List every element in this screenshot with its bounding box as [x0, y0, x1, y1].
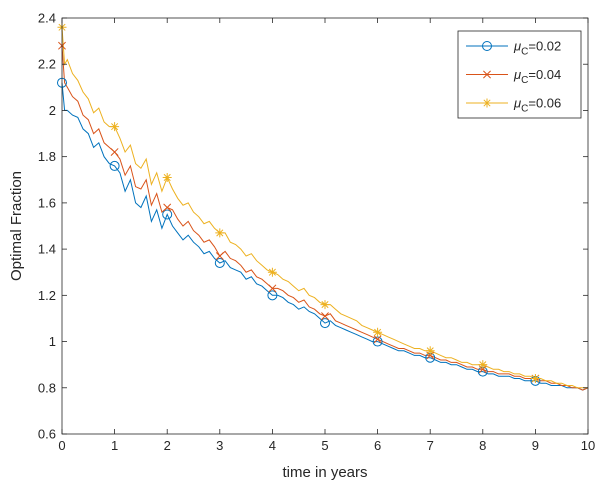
legend-subscript: C	[521, 47, 528, 58]
x-tick-label: 8	[479, 438, 486, 453]
y-tick-label: 1.4	[38, 242, 56, 257]
legend-value: =0.02	[528, 39, 561, 54]
y-axis-label: Optimal Fraction	[8, 171, 25, 281]
legend-label-1: μC=0.02	[513, 39, 561, 58]
legend-mu-symbol: μ	[513, 96, 521, 111]
legend-marker-3	[482, 98, 492, 108]
series-3-marker	[478, 360, 488, 370]
legend-subscript: C	[521, 75, 528, 86]
series-3-marker	[162, 172, 172, 182]
legend-value: =0.06	[528, 96, 561, 111]
x-tick-label: 9	[532, 438, 539, 453]
legend-marker-2	[483, 70, 491, 79]
series-3-marker	[320, 300, 330, 310]
x-tick-label: 3	[216, 438, 223, 453]
legend-value: =0.04	[528, 67, 561, 82]
series-line-1	[61, 82, 589, 391]
x-tick-label: 10	[581, 438, 595, 453]
series-1-marker	[372, 336, 383, 347]
series-3-marker	[373, 327, 383, 337]
series-2-marker	[163, 203, 172, 212]
x-tick-label: 1	[111, 438, 118, 453]
series-layer	[61, 27, 589, 391]
x-tick-label: 0	[58, 438, 65, 453]
series-3-marker	[110, 122, 120, 132]
series-1-marker	[214, 257, 225, 268]
series-2-marker	[321, 312, 329, 321]
y-tick-label: 1.6	[38, 195, 56, 210]
y-tick-label: 2.4	[38, 11, 56, 26]
series-1-marker	[162, 209, 173, 220]
legend-mu-symbol: μ	[513, 39, 521, 54]
y-tick-label: 2	[49, 103, 56, 118]
x-tick-label: 2	[164, 438, 171, 453]
legend-label-2: μC=0.04	[513, 67, 561, 86]
series-1-marker	[320, 318, 330, 329]
series-2-marker	[373, 335, 382, 344]
series-line-3	[61, 27, 588, 389]
series-2-marker	[215, 252, 224, 260]
series-2-marker	[268, 284, 277, 293]
series-3-marker	[215, 228, 225, 238]
series-3-marker	[425, 346, 435, 356]
legend-subscript: C	[521, 104, 528, 115]
series-3-marker	[267, 267, 277, 277]
x-tick-label: 6	[374, 438, 381, 453]
y-tick-label: 1.8	[38, 149, 56, 164]
legend-label-3: μC=0.06	[513, 96, 561, 115]
tick-layer: 0 1 2 3 4 5 6 7 8 9 10 0.6 0.8 1 1.2 1.4 1.6 1.8 2 2.2 2.4	[38, 11, 595, 454]
series-line-2	[61, 45, 589, 391]
x-axis-label: time in years	[282, 464, 367, 480]
y-tick-label: 0.6	[38, 427, 56, 442]
legend-mu-symbol: μ	[513, 67, 521, 82]
series-1-marker	[109, 160, 120, 171]
y-tick-label: 2.2	[38, 57, 56, 72]
x-tick-label: 4	[269, 438, 276, 453]
series-3-marker	[530, 374, 540, 384]
y-tick-label: 1	[49, 334, 56, 349]
series-2-marker	[110, 148, 119, 156]
y-tick-label: 0.8	[38, 380, 56, 395]
y-tick-label: 1.2	[38, 288, 56, 303]
series-1-marker	[267, 290, 278, 301]
legend-marker-1	[482, 41, 492, 51]
x-tick-label: 5	[321, 438, 328, 453]
x-tick-label: 7	[427, 438, 434, 453]
